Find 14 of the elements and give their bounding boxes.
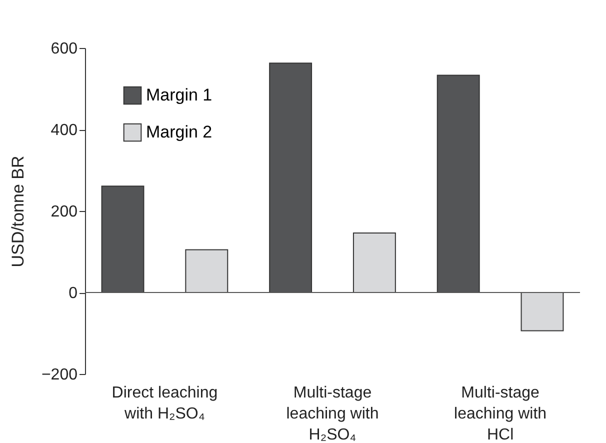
- bar: [185, 249, 228, 293]
- x-tick-label: Multi-stage leaching with HCl: [454, 384, 547, 443]
- x-tick-label: Multi-stage leaching with H₂SO₄: [286, 384, 379, 443]
- y-tick-label: 600: [50, 40, 78, 58]
- y-axis-title: USD/tonne BR: [8, 156, 28, 268]
- bar: [352, 232, 396, 293]
- x-tick-label: Direct leaching with H₂SO₄: [112, 384, 218, 422]
- y-tick-label: 400: [50, 122, 78, 139]
- legend-label: Margin 1: [146, 86, 212, 104]
- legend-label: Margin 2: [146, 122, 212, 142]
- y-tick-label: 0: [68, 285, 78, 302]
- bar: [520, 292, 564, 332]
- y-tick-label: 200: [50, 204, 78, 220]
- y-tick-label: −200: [41, 366, 78, 384]
